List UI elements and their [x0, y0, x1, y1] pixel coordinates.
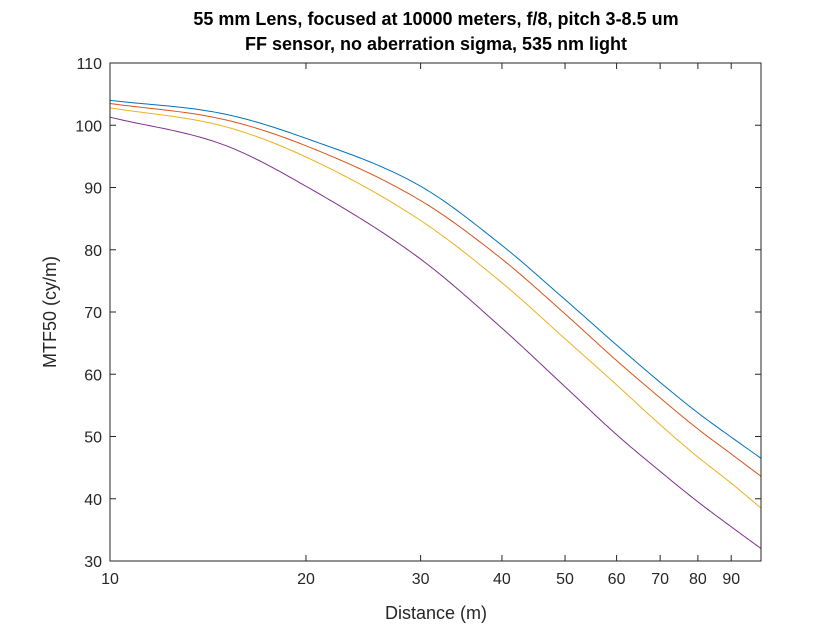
x-tick-label: 90 — [722, 571, 740, 588]
y-tick-label: 80 — [84, 243, 102, 260]
y-tick-label: 70 — [84, 305, 102, 322]
x-tick-label: 40 — [493, 571, 511, 588]
x-tick-label: 10 — [101, 571, 119, 588]
series-line-4 — [109, 116, 762, 549]
axes-layer: 10 20 30 40 50 60 70 80 90 30 40 50 60 70 80 90 100 110 — [75, 56, 762, 588]
chart-title-line-2: FF sensor, no aberration sigma, 535 nm l… — [245, 34, 627, 54]
x-axis-label: Distance (m) — [385, 603, 487, 623]
y-tick-label: 50 — [84, 430, 102, 447]
y-tick-label: 30 — [84, 554, 102, 571]
y-tick-label: 60 — [84, 367, 102, 384]
plot-area — [110, 63, 761, 561]
x-tick-label: 60 — [608, 571, 626, 588]
x-tick-label: 30 — [412, 571, 430, 588]
series-layer — [109, 99, 762, 549]
chart-title-line-1: 55 mm Lens, focused at 10000 meters, f/8… — [193, 9, 678, 29]
y-tick-label: 90 — [84, 181, 102, 198]
y-tick-label: 100 — [75, 118, 102, 135]
y-axis-label: MTF50 (cy/m) — [40, 256, 60, 368]
x-tick-label: 80 — [689, 571, 707, 588]
x-tick-label: 20 — [297, 571, 315, 588]
series-line-3 — [109, 107, 762, 509]
x-tick-label: 70 — [651, 571, 669, 588]
y-tick-label: 110 — [76, 56, 102, 73]
y-tick-label: 40 — [84, 492, 102, 509]
series-line-2 — [109, 102, 762, 477]
series-line-1 — [109, 99, 762, 459]
x-tick-label: 50 — [556, 571, 574, 588]
